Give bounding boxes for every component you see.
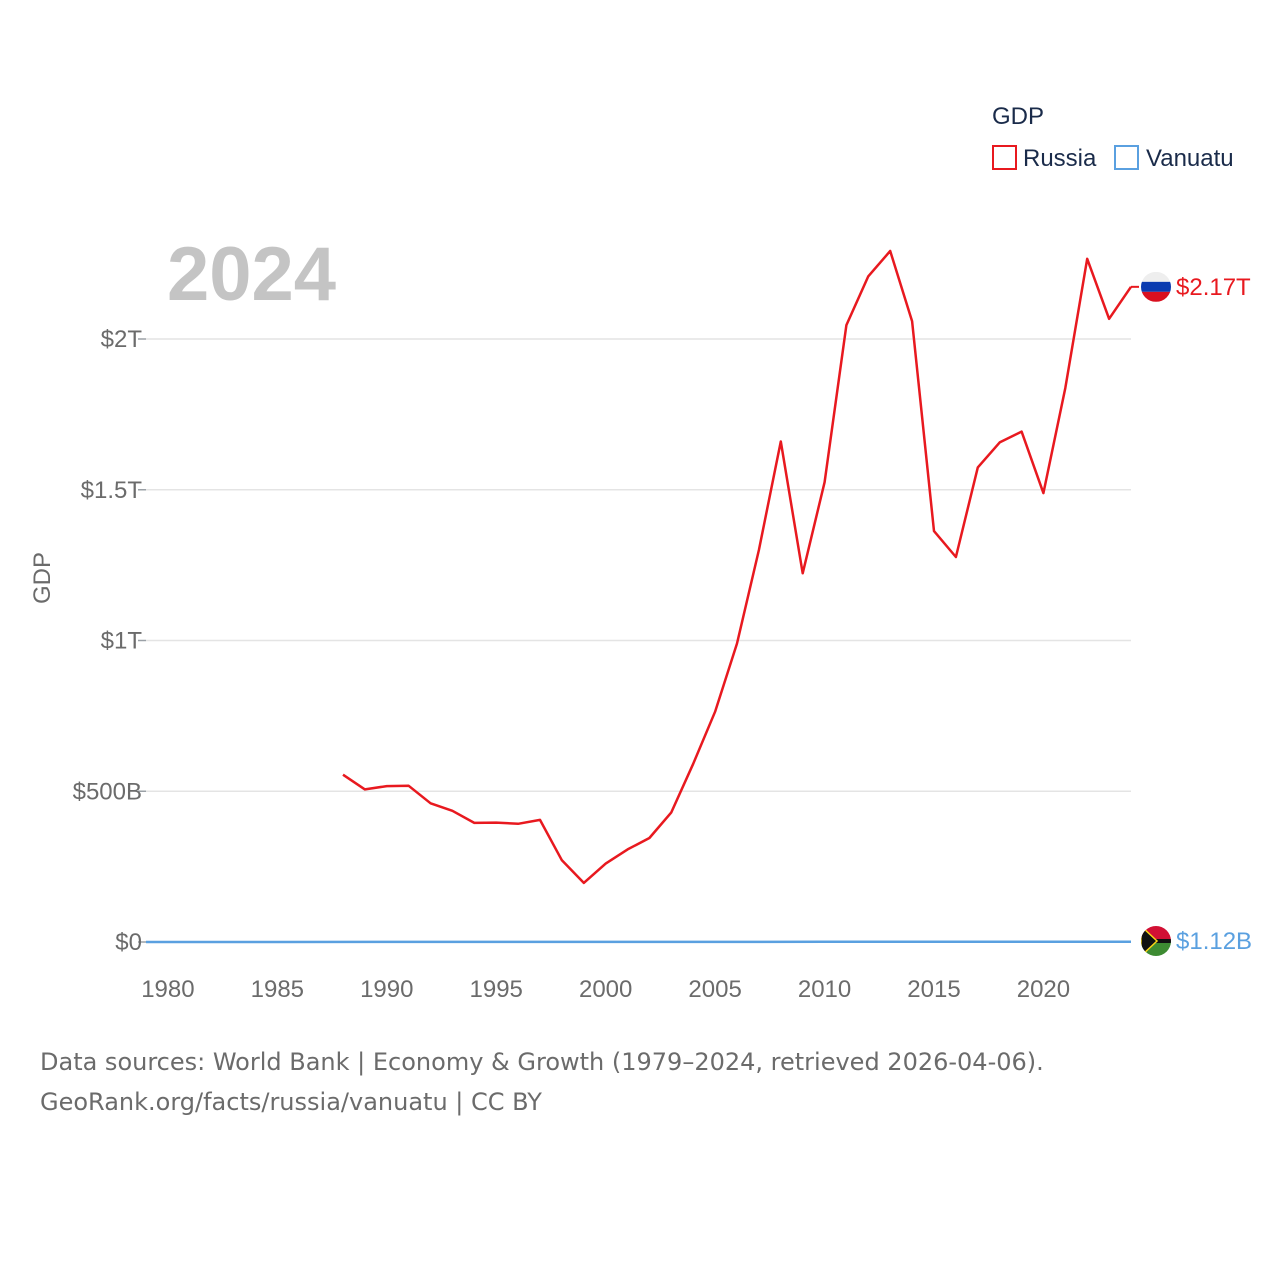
grid-lines xyxy=(146,338,1131,792)
gdp-line-chart: 2024 $0 $500B $1T $1.5T $2T GDP 1980 1985 1990… xyxy=(29,103,1252,1003)
series-line-russia[interactable] xyxy=(342,249,1133,885)
russia-flag-icon xyxy=(1141,271,1171,302)
legend-title: GDP xyxy=(992,103,1044,130)
source-link[interactable]: GeoRank.org/facts/russia/vanuatu | CC BY xyxy=(40,1088,542,1116)
y-tick-label: $500B xyxy=(73,778,142,805)
source-credit: Data sources: World Bank | Economy & Gro… xyxy=(40,1048,1044,1076)
x-tick-label: 1980 xyxy=(141,976,194,1003)
russia-end-label: $2.17T xyxy=(1176,274,1251,301)
legend-label-vanuatu: Vanuatu xyxy=(1146,145,1234,172)
vanuatu-flag-icon xyxy=(1141,926,1171,956)
x-tick-label: 2005 xyxy=(688,976,741,1003)
x-axis: 1980 1985 1990 1995 2000 2005 2010 2015 2020 xyxy=(141,976,1070,1003)
year-label: 2024 xyxy=(167,232,336,317)
x-tick-label: 2000 xyxy=(579,976,632,1003)
y-axis: $0 $500B $1T $1.5T $2T xyxy=(73,326,146,956)
y-tick-label: $1T xyxy=(101,628,143,655)
legend-swatch-russia xyxy=(992,145,1017,170)
legend-label-russia: Russia xyxy=(1023,145,1097,172)
x-tick-label: 2015 xyxy=(907,976,960,1003)
series-lines xyxy=(146,249,1133,944)
legend-swatch-vanuatu xyxy=(1114,145,1139,170)
x-tick-label: 1990 xyxy=(360,976,413,1003)
x-tick-label: 1995 xyxy=(470,976,523,1003)
y-tick-label: $2T xyxy=(101,326,143,353)
flag-stripe xyxy=(1141,271,1171,282)
flag-stripe xyxy=(1141,291,1171,302)
y-axis-label: GDP xyxy=(29,552,56,604)
source-footer: Data sources: World Bank | Economy & Gro… xyxy=(40,1042,1240,1122)
flag-stripe xyxy=(1141,281,1171,292)
y-tick-label: $1.5T xyxy=(81,477,143,504)
y-tick-label: $0 xyxy=(115,929,142,956)
vanuatu-end-label: $1.12B xyxy=(1176,928,1252,955)
x-tick-label: 2020 xyxy=(1017,976,1070,1003)
legend-item-russia[interactable]: Russia xyxy=(992,145,1097,172)
end-labels: $2.17T $1.12B xyxy=(1131,271,1252,956)
flag-triangle xyxy=(1141,926,1159,956)
x-tick-label: 1985 xyxy=(251,976,304,1003)
legend-item-vanuatu[interactable]: Vanuatu xyxy=(1114,145,1234,172)
x-tick-label: 2010 xyxy=(798,976,851,1003)
legend: GDP Russia Vanuatu xyxy=(992,103,1234,172)
